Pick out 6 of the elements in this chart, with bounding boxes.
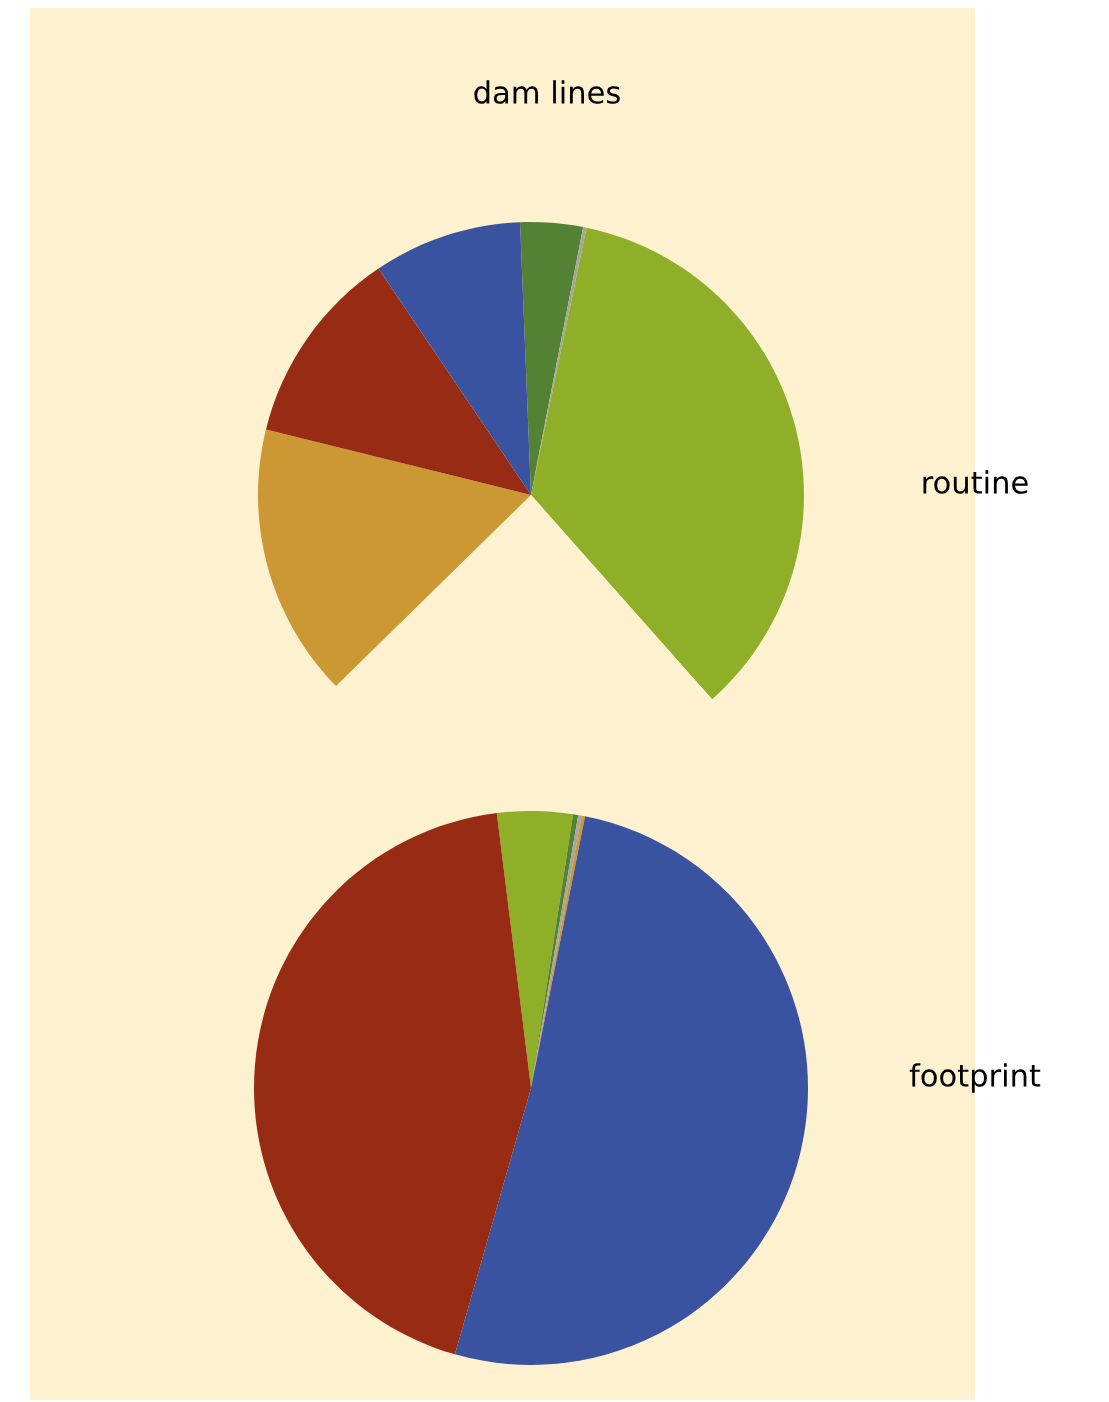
text: footprint — [909, 1063, 1041, 1093]
chart-title: dam lines — [474, 80, 620, 104]
pie-slice — [454, 816, 808, 1365]
pie-slice — [254, 813, 531, 1355]
pie-slice — [496, 811, 574, 1088]
text: routine — [923, 470, 1028, 494]
